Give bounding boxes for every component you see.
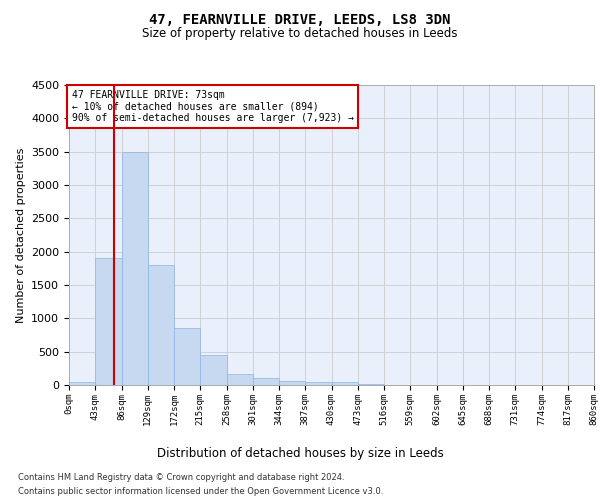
Text: Size of property relative to detached houses in Leeds: Size of property relative to detached ho… [142, 28, 458, 40]
Text: Contains HM Land Registry data © Crown copyright and database right 2024.: Contains HM Land Registry data © Crown c… [18, 472, 344, 482]
Bar [95, 258, 121, 385]
Text: Distribution of detached houses by size in Leeds: Distribution of detached houses by size … [157, 448, 443, 460]
Bar [200, 355, 227, 385]
Bar [305, 382, 331, 385]
Bar [148, 265, 174, 385]
Bar [253, 378, 279, 385]
Text: 47 FEARNVILLE DRIVE: 73sqm
← 10% of detached houses are smaller (894)
90% of sem: 47 FEARNVILLE DRIVE: 73sqm ← 10% of deta… [71, 90, 353, 122]
Bar [174, 328, 200, 385]
Y-axis label: Number of detached properties: Number of detached properties [16, 148, 26, 322]
Bar [69, 382, 95, 385]
Bar [227, 374, 253, 385]
Bar [279, 381, 305, 385]
Text: 47, FEARNVILLE DRIVE, LEEDS, LS8 3DN: 47, FEARNVILLE DRIVE, LEEDS, LS8 3DN [149, 12, 451, 26]
Bar [331, 382, 358, 385]
Bar [358, 384, 384, 385]
Text: Contains public sector information licensed under the Open Government Licence v3: Contains public sector information licen… [18, 488, 383, 496]
Bar [121, 152, 148, 385]
